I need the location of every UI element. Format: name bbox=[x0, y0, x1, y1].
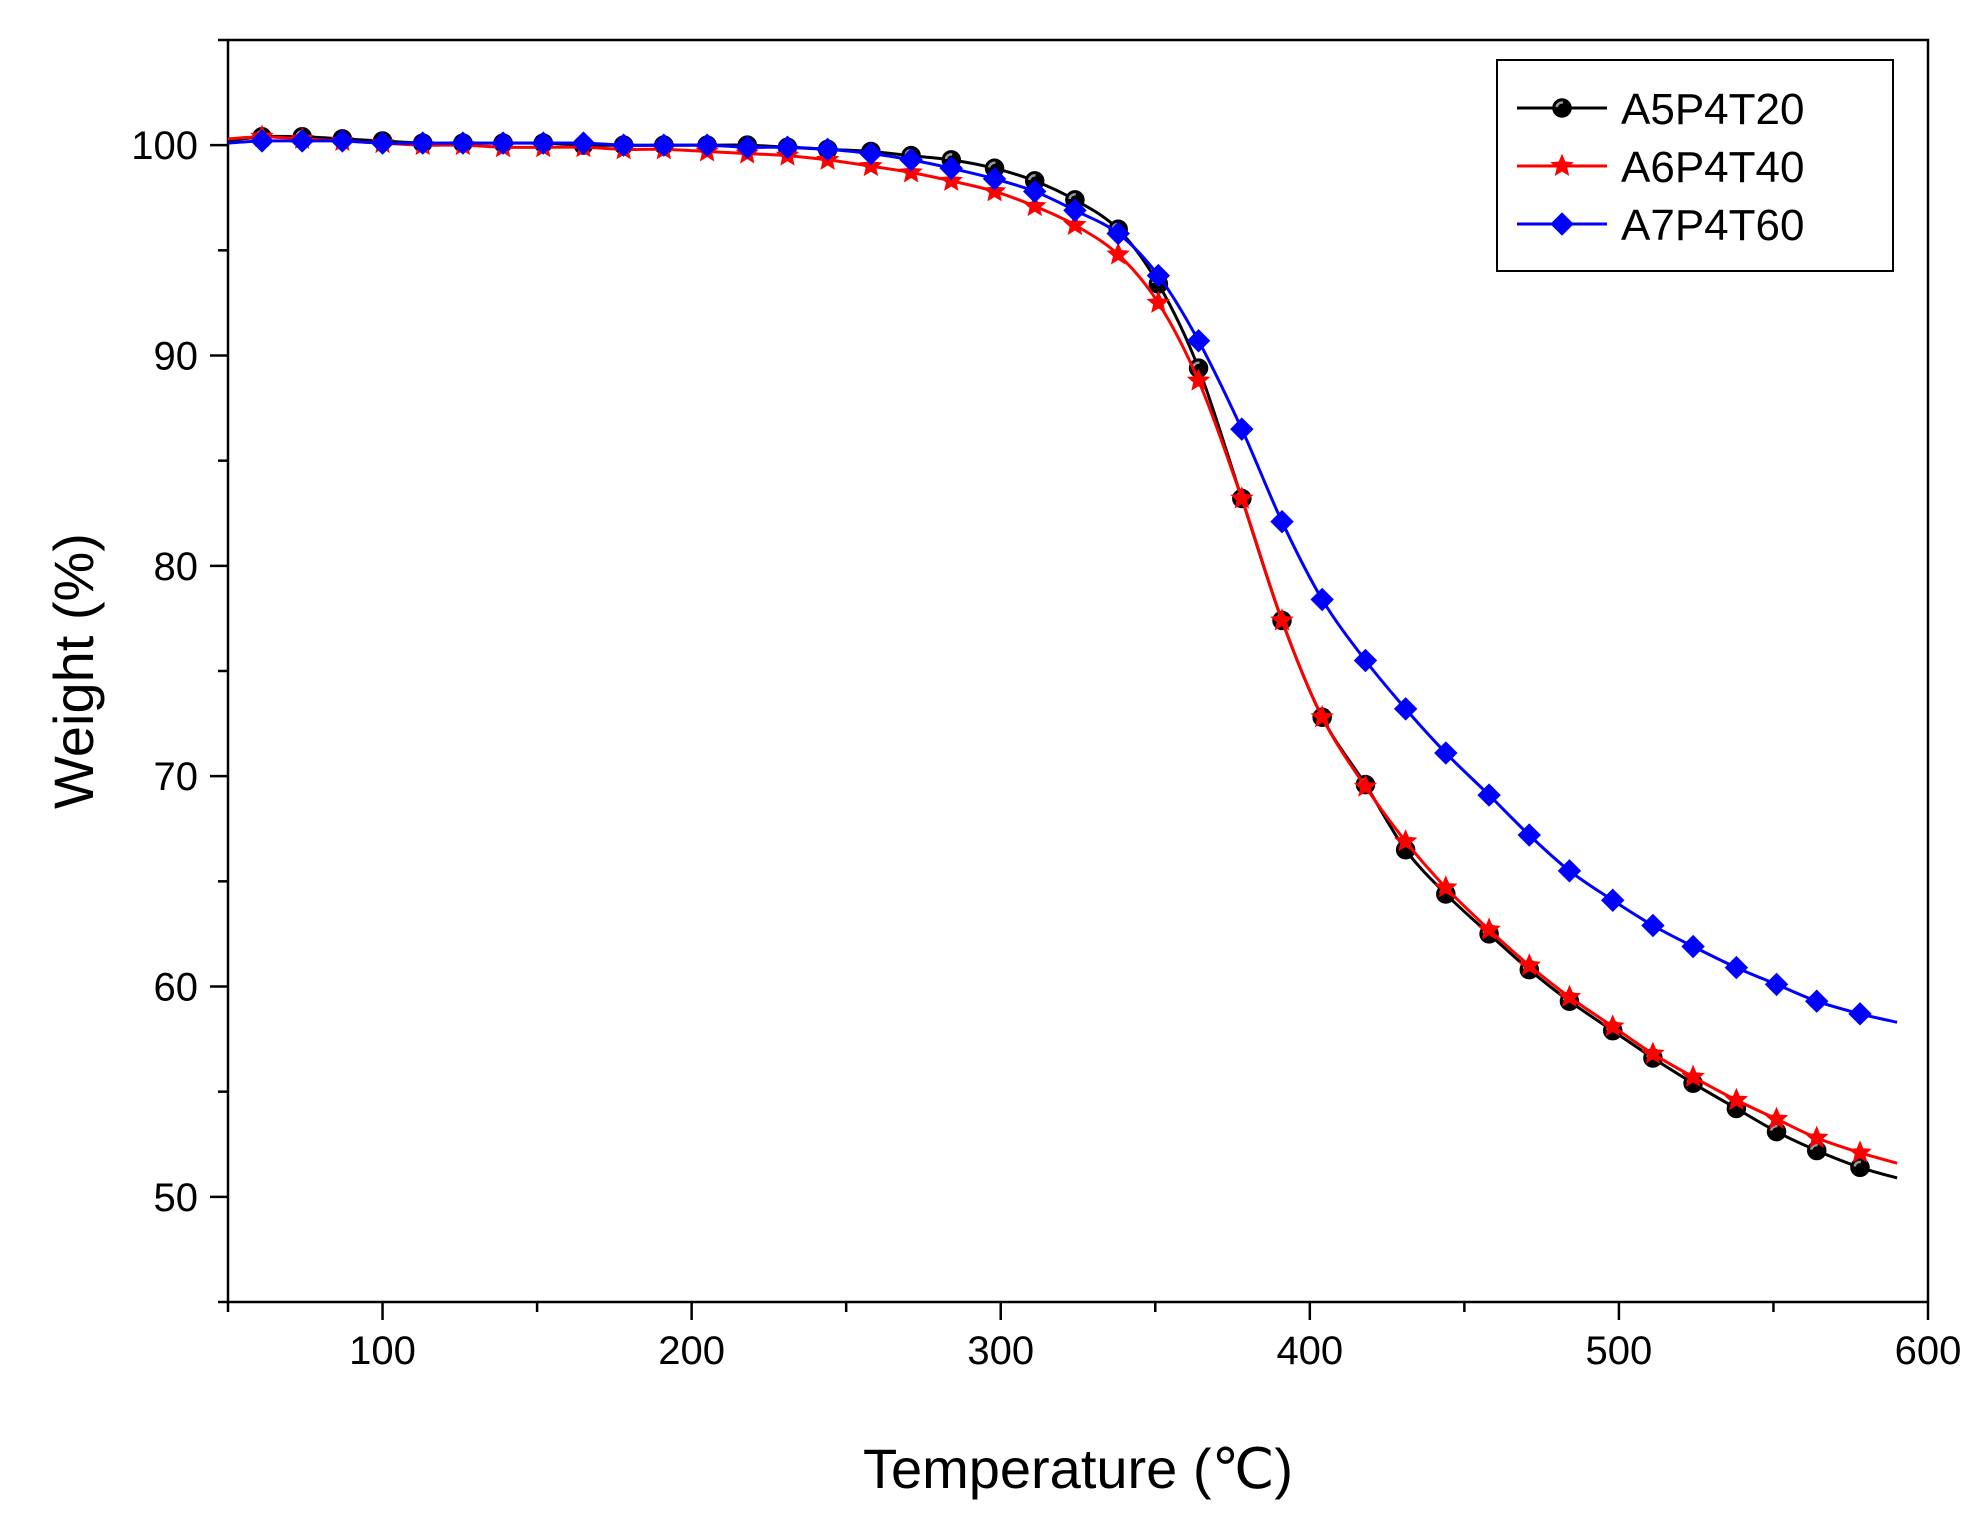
axis-ticks: 100 200 300 400 500 600 50 60 70 80 90 100 bbox=[131, 38, 1962, 1373]
y-tick-label: 70 bbox=[154, 755, 199, 799]
y-axis-title: Weight (%) bbox=[42, 533, 105, 809]
series-A7P4T60 bbox=[228, 129, 1898, 1026]
data-point-A6P4T40 bbox=[1353, 774, 1378, 797]
data-point-A6P4T40 bbox=[1186, 368, 1211, 391]
data-point-A7P4T60 bbox=[250, 129, 274, 153]
legend-item-A5P4T20: A5P4T20 bbox=[1517, 85, 1804, 134]
plot-area bbox=[228, 124, 1898, 1180]
data-point-A7P4T60 bbox=[1310, 587, 1334, 612]
data-point-A7P4T60 bbox=[290, 129, 314, 153]
data-point-A6P4T40 bbox=[1310, 704, 1334, 728]
data-point-A6P4T40 bbox=[1805, 1125, 1829, 1148]
data-point-A6P4T40 bbox=[1393, 829, 1418, 852]
x-tick-label: 300 bbox=[967, 1329, 1034, 1373]
data-point-A7P4T60 bbox=[1517, 823, 1541, 847]
legend: A5P4T20 A6P4T40 A7P4T60 bbox=[1496, 59, 1894, 272]
data-point-A6P4T40 bbox=[1270, 608, 1294, 631]
data-point-A7P4T60 bbox=[899, 148, 923, 172]
data-point-A6P4T40 bbox=[1848, 1140, 1872, 1163]
legend-marker bbox=[1550, 212, 1574, 236]
data-point-A7P4T60 bbox=[1186, 329, 1211, 353]
legend-item-A7P4T60: A7P4T60 bbox=[1517, 201, 1804, 250]
data-point-A7P4T60 bbox=[775, 135, 800, 159]
legend-marker bbox=[1550, 153, 1574, 176]
data-point-A7P4T60 bbox=[1393, 697, 1418, 721]
data-point-A7P4T60 bbox=[735, 135, 759, 159]
y-tick-label: 100 bbox=[131, 124, 198, 168]
data-point-A6P4T40 bbox=[1023, 193, 1047, 217]
data-point-A7P4T60 bbox=[531, 131, 555, 155]
series-layer bbox=[228, 124, 1898, 1180]
data-point-A7P4T60 bbox=[1477, 783, 1501, 807]
data-point-A7P4T60 bbox=[1063, 198, 1087, 223]
series-line-A7P4T60 bbox=[228, 139, 1898, 1024]
data-point-A7P4T60 bbox=[815, 137, 840, 162]
data-point-A7P4T60 bbox=[652, 133, 676, 157]
x-tick-label: 500 bbox=[1586, 1329, 1653, 1373]
data-point-A7P4T60 bbox=[1557, 859, 1582, 883]
data-point-A7P4T60 bbox=[1023, 179, 1047, 204]
data-point-A7P4T60 bbox=[330, 129, 355, 153]
data-point-A6P4T40 bbox=[1106, 242, 1130, 265]
data-point-A7P4T60 bbox=[695, 133, 719, 157]
data-point-A7P4T60 bbox=[1764, 972, 1789, 997]
data-point-A6P4T40 bbox=[1517, 953, 1541, 976]
x-tick-label: 200 bbox=[658, 1329, 725, 1373]
data-point-A6P4T40 bbox=[1230, 486, 1254, 509]
data-point-A7P4T60 bbox=[611, 133, 636, 157]
data-point-A7P4T60 bbox=[1106, 221, 1130, 246]
data-point-A6P4T40 bbox=[1434, 875, 1458, 898]
data-point-A7P4T60 bbox=[1724, 955, 1749, 980]
data-point-A7P4T60 bbox=[1681, 934, 1705, 959]
data-point-A7P4T60 bbox=[491, 131, 515, 155]
data-point-A5P4T20 bbox=[1850, 1157, 1870, 1178]
data-point-A7P4T60 bbox=[451, 131, 475, 155]
x-tick-label: 400 bbox=[1276, 1329, 1343, 1373]
data-point-A7P4T60 bbox=[1848, 1002, 1872, 1026]
series-line-A6P4T40 bbox=[228, 135, 1898, 1165]
data-point-A6P4T40 bbox=[1764, 1106, 1789, 1129]
data-point-A7P4T60 bbox=[1230, 417, 1254, 441]
x-axis-title: Temperature (℃) bbox=[863, 1437, 1293, 1500]
y-tick-label: 60 bbox=[154, 966, 199, 1010]
data-point-A6P4T40 bbox=[1557, 984, 1582, 1007]
data-point-A6P4T40 bbox=[1063, 212, 1087, 236]
data-point-A7P4T60 bbox=[411, 131, 435, 155]
legend-label: A6P4T40 bbox=[1621, 143, 1804, 192]
data-point-A6P4T40 bbox=[1681, 1064, 1705, 1087]
data-point-A6P4T40 bbox=[1477, 917, 1501, 940]
data-point-A6P4T40 bbox=[1601, 1014, 1625, 1037]
data-point-A7P4T60 bbox=[1434, 741, 1458, 765]
legend-item-A6P4T40: A6P4T40 bbox=[1517, 143, 1804, 192]
legend-label: A5P4T20 bbox=[1621, 85, 1804, 134]
data-point-A7P4T60 bbox=[859, 141, 883, 166]
data-point-A7P4T60 bbox=[1270, 509, 1294, 534]
legend-label: A7P4T60 bbox=[1621, 201, 1804, 250]
x-tick-label: 100 bbox=[349, 1329, 416, 1373]
data-point-A7P4T60 bbox=[1805, 989, 1829, 1013]
data-point-A6P4T40 bbox=[1641, 1041, 1665, 1064]
data-point-A6P4T40 bbox=[1724, 1087, 1749, 1111]
y-tick-label: 50 bbox=[154, 1176, 199, 1220]
data-point-A7P4T60 bbox=[1353, 648, 1378, 673]
legend-marker bbox=[1552, 98, 1572, 118]
data-point-A6P4T40 bbox=[1146, 290, 1171, 313]
data-point-A7P4T60 bbox=[370, 131, 395, 155]
data-point-A7P4T60 bbox=[982, 167, 1007, 191]
series-A6P4T40 bbox=[228, 124, 1898, 1165]
data-point-A7P4T60 bbox=[1641, 913, 1665, 938]
y-tick-label: 80 bbox=[154, 545, 199, 589]
y-tick-label: 90 bbox=[154, 335, 199, 379]
series-line-A5P4T20 bbox=[228, 134, 1898, 1180]
series-A5P4T20 bbox=[228, 127, 1898, 1180]
data-point-A7P4T60 bbox=[939, 156, 963, 181]
x-tick-label: 600 bbox=[1895, 1329, 1962, 1373]
data-point-A7P4T60 bbox=[1146, 263, 1171, 288]
data-point-A7P4T60 bbox=[571, 131, 596, 155]
data-point-A7P4T60 bbox=[1601, 888, 1625, 912]
